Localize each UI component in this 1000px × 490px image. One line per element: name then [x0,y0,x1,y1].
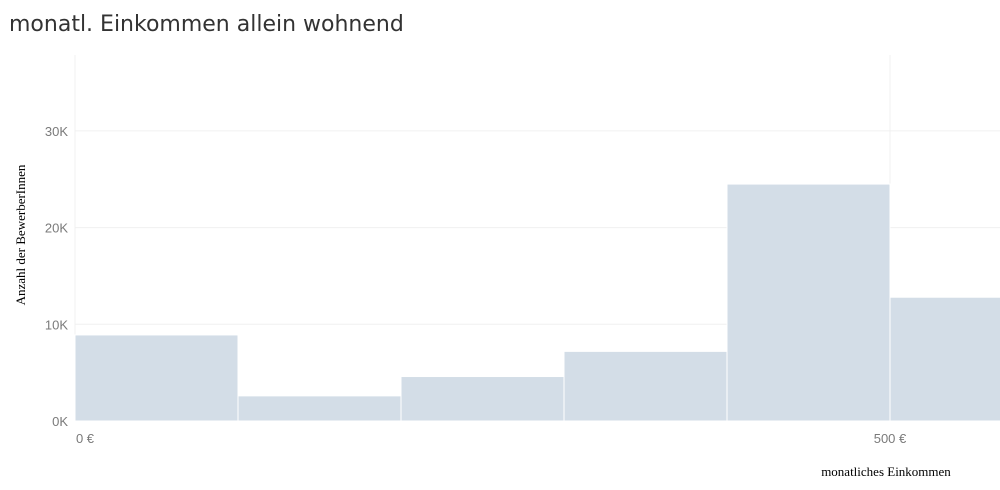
y-axis-label: Anzahl der BewerberInnen [13,164,28,305]
bar-1 [237,395,402,422]
bar-0 [74,334,239,422]
x-axis-ticks: 0 €500 €1.000 €1.500 €2.000 €2.500 €3.00… [76,431,907,446]
bar-2 [400,376,565,422]
y-tick-label-3: 30K [45,124,68,139]
x-axis-label: monatliches Einkommen [821,464,951,479]
x-tick-label-0: 0 € [76,431,95,446]
bar-4 [726,183,891,422]
bars [74,183,1000,422]
y-tick-label-0: 0K [52,414,68,429]
y-tick-label-1: 10K [45,317,68,332]
chart-title: monatl. Einkommen allein wohnend [9,12,404,37]
bar-3 [563,350,728,422]
bar-5 [889,296,1000,422]
y-tick-label-2: 20K [45,221,68,236]
y-axis-ticks: 0K 10K 20K 30K [45,124,68,429]
x-tick-label-1: 500 € [874,431,907,446]
